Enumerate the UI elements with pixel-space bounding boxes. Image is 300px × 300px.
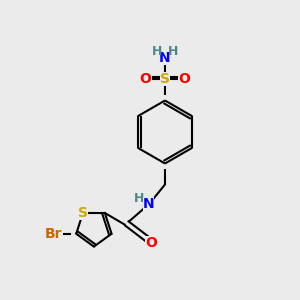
Text: O: O: [146, 236, 158, 250]
Text: N: N: [159, 51, 171, 65]
Text: N: N: [143, 197, 154, 211]
Text: S: S: [78, 206, 88, 220]
Text: H: H: [134, 192, 144, 205]
Text: Br: Br: [45, 227, 62, 241]
Text: H: H: [152, 45, 162, 58]
Text: O: O: [178, 72, 190, 86]
Text: H: H: [168, 45, 178, 58]
Text: S: S: [160, 72, 170, 86]
Text: O: O: [140, 72, 152, 86]
